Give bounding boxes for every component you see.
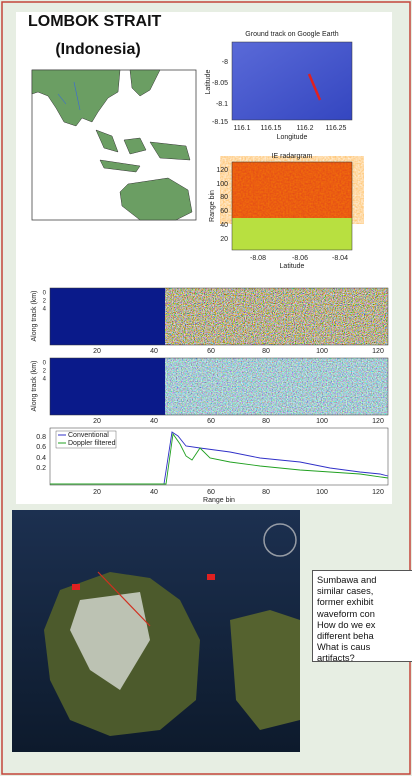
- legend-entry: Doppler filtered: [68, 440, 116, 447]
- x-tick-label: 80: [262, 348, 270, 355]
- x-tick-label: 60: [207, 348, 215, 355]
- map: [31, 69, 197, 221]
- x-tick-label: 60: [207, 489, 215, 496]
- y-tick-label: 0: [43, 361, 47, 367]
- x-tick-label: 116.15: [261, 125, 282, 132]
- radargram-texture: [232, 162, 352, 218]
- radargram-frame: [231, 161, 353, 251]
- title: LOMBOK STRAIT: [28, 13, 162, 30]
- x-tick-label: -8.04: [332, 255, 348, 262]
- x-axis-label: Latitude: [280, 263, 305, 270]
- y-tick-label: -8.05: [212, 80, 228, 87]
- note-line: waveform con: [317, 608, 375, 619]
- x-tick-label: 116.1: [234, 125, 251, 132]
- x-tick-label: 20: [93, 348, 101, 355]
- x-tick-label: 120: [372, 489, 384, 496]
- ground-track-image: [231, 41, 353, 121]
- y-axis-label: Along track (km): [31, 291, 38, 342]
- panel-title: Ground track on Google Earth: [245, 31, 338, 38]
- x-tick-label: 100: [316, 489, 328, 496]
- y-tick-label: 20: [220, 236, 228, 243]
- track-line: [307, 73, 322, 101]
- title: (Indonesia): [55, 41, 140, 58]
- y-tick-label: 4: [43, 377, 47, 383]
- y-axis-label: Latitude: [205, 69, 212, 94]
- note-line: similar cases,: [317, 586, 374, 597]
- x-axis-label: Range bin: [203, 497, 235, 504]
- y-tick-label: 100: [216, 181, 228, 188]
- x-tick-label: 20: [93, 418, 101, 425]
- x-tick-label: 40: [150, 418, 158, 425]
- note-line: former exhibit: [317, 597, 374, 608]
- y-tick-label: 0.8: [36, 434, 46, 441]
- y-tick-label: -8.1: [216, 101, 228, 108]
- x-tick-label: -8.08: [250, 255, 266, 262]
- y-tick-label: -8.15: [212, 119, 228, 126]
- x-tick-label: 116.2: [297, 125, 314, 132]
- y-axis-label: Range bin: [209, 190, 216, 222]
- x-tick-label: 60: [207, 418, 215, 425]
- y-tick-label: 0: [43, 291, 47, 297]
- legend-entry: Conventional: [68, 432, 109, 439]
- y-tick-label: 4: [43, 307, 47, 313]
- x-tick-label: 120: [372, 348, 384, 355]
- waterfall-1: [49, 287, 389, 346]
- y-tick-label: 0.6: [36, 444, 46, 451]
- y-tick-label: 0.2: [36, 465, 46, 472]
- x-tick-label: 80: [262, 418, 270, 425]
- note-line: different beha: [317, 631, 374, 642]
- y-tick-label: 2: [43, 369, 47, 375]
- note-line: Sumbawa and: [317, 575, 377, 585]
- x-axis-label: Longitude: [277, 134, 308, 141]
- y-axis-label: Along track (km): [31, 361, 38, 412]
- y-tick-label: 2: [43, 299, 47, 305]
- x-tick-label: 116.25: [326, 125, 347, 132]
- satellite-image: [12, 510, 300, 752]
- panel-title: IE radargram: [272, 153, 313, 160]
- y-tick-label: 40: [220, 222, 228, 229]
- x-tick-label: -8.06: [292, 255, 308, 262]
- y-tick-label: 60: [220, 208, 228, 215]
- x-tick-label: 80: [262, 489, 270, 496]
- note-box: Sumbawa and similar cases, former exhibit w…: [312, 570, 412, 662]
- y-tick-label: 120: [216, 167, 228, 174]
- x-tick-label: 100: [316, 418, 328, 425]
- note-line: artifacts?: [317, 653, 355, 662]
- radargram-lower: [232, 218, 352, 250]
- y-tick-label: 80: [220, 194, 228, 201]
- note-line: What is caus: [317, 642, 371, 653]
- note-line: How do we ex: [317, 619, 376, 630]
- x-tick-label: 40: [150, 489, 158, 496]
- x-tick-label: 120: [372, 418, 384, 425]
- x-tick-label: 100: [316, 348, 328, 355]
- profile-plot: [49, 427, 389, 486]
- y-tick-label: 0.4: [36, 455, 46, 462]
- waterfall-2: [49, 357, 389, 416]
- x-tick-label: 20: [93, 489, 101, 496]
- y-tick-label: -8: [222, 59, 228, 66]
- x-tick-label: 40: [150, 348, 158, 355]
